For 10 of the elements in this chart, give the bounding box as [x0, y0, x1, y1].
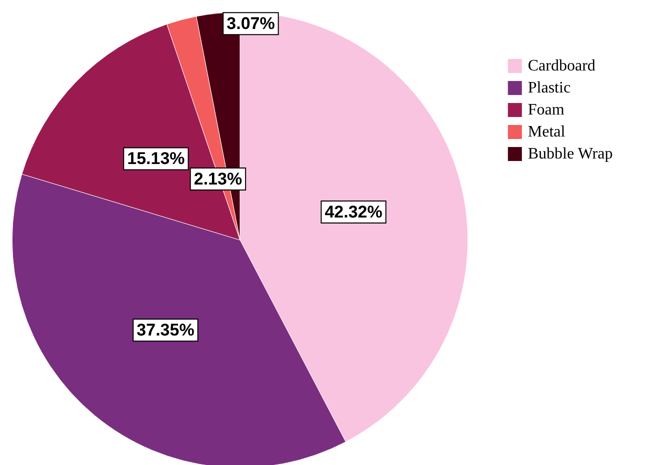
data-label: 3.07% — [226, 14, 275, 34]
data-label: 37.35% — [136, 320, 194, 340]
data-label: 2.13% — [194, 170, 242, 188]
data-label: 15.13% — [127, 149, 185, 168]
legend-label: Metal — [528, 124, 566, 140]
data-label: 42.32% — [324, 202, 382, 222]
legend-label: Foam — [528, 102, 565, 118]
legend-label: Plastic — [528, 80, 571, 96]
legend-label: Bubble Wrap — [528, 146, 613, 162]
legend-label: Cardboard — [528, 58, 596, 74]
